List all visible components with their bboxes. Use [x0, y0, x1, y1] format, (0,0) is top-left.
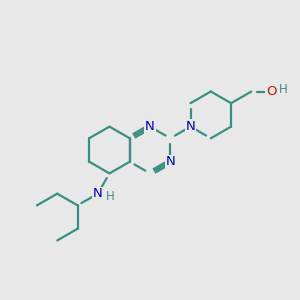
Text: N: N — [186, 120, 195, 133]
Text: N: N — [93, 187, 103, 200]
Text: N: N — [165, 155, 175, 168]
Text: H: H — [279, 83, 288, 96]
Text: N: N — [145, 120, 155, 133]
Text: O: O — [266, 85, 277, 98]
Text: H: H — [106, 190, 115, 203]
